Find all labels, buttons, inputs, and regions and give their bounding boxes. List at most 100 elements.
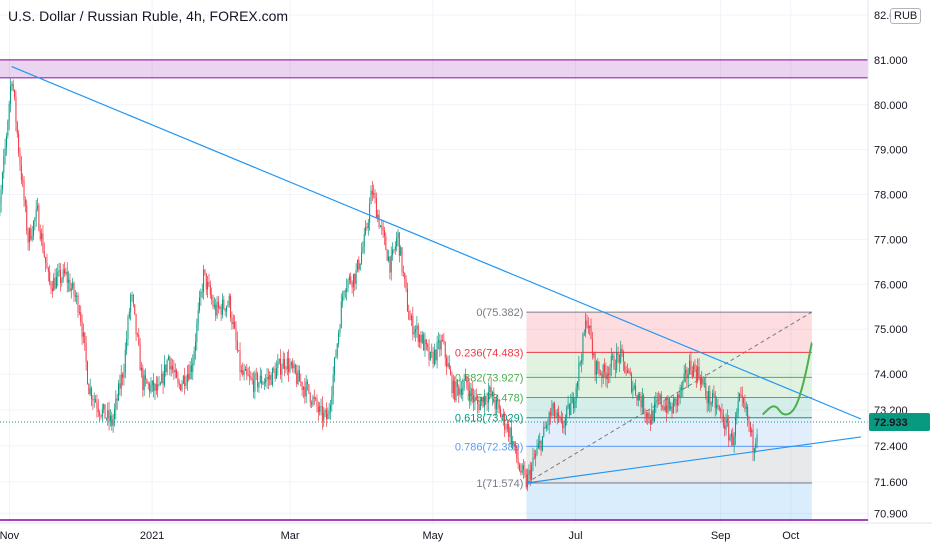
candle-body (39, 230, 41, 240)
candle-body (521, 465, 523, 473)
candle-body (124, 349, 126, 373)
candle-body (694, 364, 696, 370)
candle-body (587, 326, 589, 328)
candle-body (645, 414, 647, 417)
candle-body (120, 374, 122, 389)
candle-body (433, 349, 435, 364)
candle-body (632, 387, 634, 392)
candle-body (658, 399, 660, 401)
candle-body (108, 410, 110, 421)
candle-body (656, 399, 658, 402)
candle-body (567, 404, 569, 408)
candle-body (512, 441, 514, 445)
y-tick-label: 74.000 (874, 369, 908, 381)
candle-body (425, 339, 427, 345)
candle-body (721, 411, 723, 415)
candle-body (236, 341, 238, 351)
candle-body (157, 384, 159, 391)
candle-body (367, 222, 369, 228)
candle-body (598, 369, 600, 374)
candle-body (417, 325, 419, 343)
candle-body (351, 282, 353, 288)
candle-body (670, 406, 672, 409)
trendline-descending[interactable] (11, 66, 862, 420)
candle-body (450, 369, 452, 374)
candle-body (392, 249, 394, 256)
candle-body (138, 335, 140, 345)
candle-body (486, 401, 488, 403)
candle-body (420, 335, 422, 343)
candle-body (517, 458, 519, 465)
candle-body (641, 395, 643, 408)
candle-body (572, 396, 574, 409)
candle-body (447, 363, 449, 367)
resistance-zone[interactable] (0, 59, 868, 78)
candle-body (365, 226, 367, 235)
candle-body (192, 362, 194, 372)
price-axis-background (868, 0, 932, 550)
candle-body (464, 375, 466, 381)
candle-body (135, 313, 137, 335)
candle-body (239, 350, 241, 372)
candle-body (78, 312, 80, 313)
candle-body (667, 398, 669, 413)
candle-body (30, 228, 32, 240)
candle-body (744, 403, 746, 409)
candle-body (431, 351, 433, 353)
fib-level-label: 0.618(73.029) (455, 413, 524, 425)
candle-body (226, 306, 228, 312)
candle-body (308, 384, 310, 393)
candle-body (118, 383, 120, 401)
trendlines[interactable] (0, 66, 868, 484)
candle-body (672, 400, 674, 414)
candle-body (597, 361, 599, 370)
candle-body (423, 334, 425, 351)
candle-body (436, 342, 438, 361)
candle-body (589, 325, 591, 328)
candle-body (713, 393, 715, 396)
candle-body (312, 397, 314, 405)
candle-body (608, 373, 610, 376)
candle-body (651, 410, 653, 425)
candle-body (543, 427, 545, 437)
candle-body (362, 247, 364, 253)
candle-body (612, 355, 614, 357)
candle-body (317, 406, 319, 413)
candle-body (224, 308, 226, 312)
y-tick-label: 78.000 (874, 190, 908, 202)
candle-body (570, 402, 572, 416)
candle-body (633, 385, 635, 388)
trendline-ascending[interactable] (526, 436, 862, 484)
candle-body (251, 378, 253, 381)
candle-body (311, 402, 313, 405)
candle-body (99, 412, 101, 416)
candle-body (165, 364, 167, 373)
candle-body (613, 355, 615, 370)
candle-body (396, 238, 398, 247)
currency-button[interactable]: RUB (890, 8, 922, 24)
candle-body (504, 413, 506, 430)
candle-body (265, 379, 267, 383)
candle-body (706, 395, 708, 404)
candle-body (316, 398, 318, 407)
candle-body (200, 291, 202, 298)
candle-body (301, 382, 303, 390)
candle-body (402, 271, 404, 273)
candle-body (70, 288, 72, 291)
candle-body (292, 362, 294, 369)
projection-path[interactable] (762, 342, 813, 416)
candle-body (676, 394, 678, 406)
candle-body (234, 322, 236, 329)
candle-body (599, 373, 601, 375)
candle-body (505, 429, 507, 430)
candle-body (20, 164, 22, 180)
fib-extension-band (526, 483, 812, 520)
candle-body (749, 422, 751, 433)
candle-body (699, 376, 701, 385)
candle-body (61, 279, 63, 283)
candle-body (149, 383, 151, 392)
candle-body (335, 356, 337, 358)
candle-body (617, 352, 619, 356)
